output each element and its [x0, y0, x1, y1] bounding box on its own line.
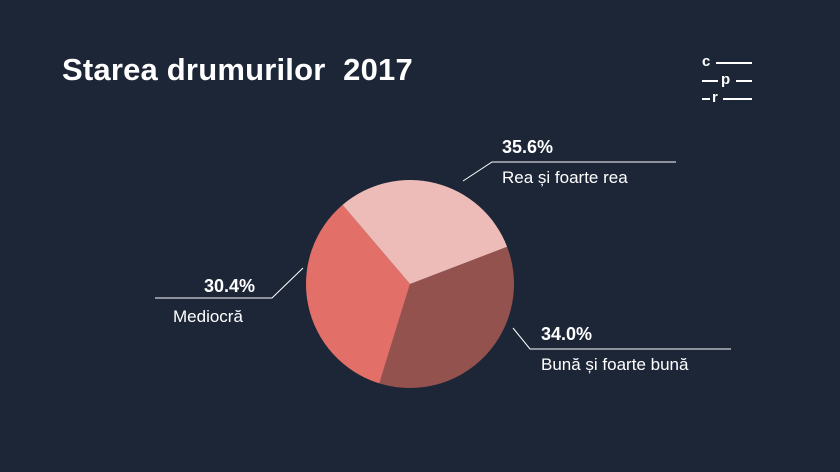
- slice-percent: 34.0%: [541, 324, 593, 344]
- slice-name: Rea și foarte rea: [502, 168, 628, 187]
- slice-percent: 30.4%: [203, 276, 255, 296]
- callout-line-mediocra: [155, 267, 304, 299]
- slice-label-mediocra: 30.4% Mediocră: [155, 276, 255, 327]
- chart-title: Starea drumurilor 2017: [62, 52, 413, 87]
- logo-bar: [702, 98, 710, 100]
- slice-buna: [306, 204, 410, 384]
- logo-letter-c: c: [702, 53, 711, 70]
- callout-line-rea: [462, 161, 676, 182]
- logo-bar: [702, 80, 718, 82]
- brand-logo: c p r: [700, 54, 760, 112]
- logo-bar: [723, 98, 752, 100]
- slice-rea: [379, 246, 514, 388]
- slice-mediocra: [342, 180, 508, 284]
- logo-letter-r: r: [712, 89, 718, 106]
- slice-label-rea: 35.6% Rea și foarte rea: [502, 137, 628, 188]
- slice-name: Bună și foarte bună: [541, 355, 689, 374]
- callout-line-buna: [512, 327, 731, 350]
- slice-percent: 35.6%: [502, 137, 554, 157]
- logo-bar: [736, 80, 752, 82]
- logo-bar: [716, 62, 752, 64]
- logo-letter-p: p: [721, 71, 731, 88]
- slice-name: Mediocră: [173, 307, 243, 326]
- slice-label-buna: 34.0% Bună și foarte bună: [541, 324, 688, 375]
